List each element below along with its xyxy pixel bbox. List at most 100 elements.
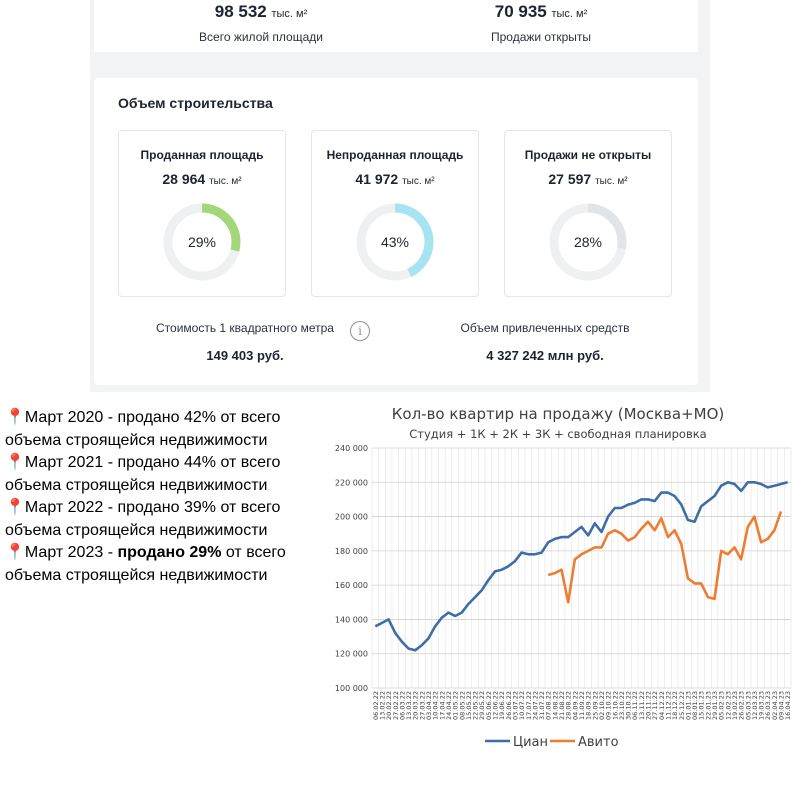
total-area-metric: 98 532 тыс. м² Всего жилой площади [144, 2, 378, 44]
x-tick-label: 27.02.22 [392, 691, 400, 720]
x-tick-label: 26.03.23 [764, 691, 772, 720]
gauge-value: 27 597 тыс. м² [548, 171, 628, 187]
x-tick-label: 01.05.22 [452, 691, 460, 720]
sales-open-metric: 70 935 тыс. м² Продажи открыты [424, 2, 658, 44]
donut-chart: 43% [356, 203, 434, 281]
price-per-sqm: Стоимость 1 квадратного метра 149 403 ру… [140, 321, 350, 363]
gauge-card-sold: Проданная площадь 28 964 тыс. м² 29% [118, 130, 286, 297]
x-tick-label: 29.05.22 [478, 691, 486, 720]
y-tick-label: 100 000 [335, 684, 368, 693]
x-tick-label: 02.04.23 [771, 691, 779, 720]
donut-chart: 28% [549, 203, 627, 281]
x-tick-label: 06.03.22 [398, 691, 406, 720]
x-tick-label: 23.10.22 [618, 691, 626, 720]
x-tick-label: 22.01.23 [704, 691, 712, 720]
x-tick-label: 05.03.23 [744, 691, 752, 720]
x-tick-label: 08.05.22 [458, 691, 466, 720]
note-item: 📍Март 2023 - продано 29% от всего объема… [5, 544, 286, 584]
x-tick-label: 14.08.22 [551, 691, 559, 720]
note-item: 📍Март 2020 - продано 42% от всего объема… [5, 409, 281, 449]
sales-open-value: 70 935 тыс. м² [494, 2, 588, 21]
gauge-percent: 43% [381, 234, 409, 250]
x-tick-label: 04.12.22 [658, 691, 666, 720]
x-tick-label: 31.07.22 [538, 691, 546, 720]
x-tick-label: 06.11.22 [631, 691, 639, 720]
x-tick-label: 19.06.22 [498, 691, 506, 720]
y-tick-label: 160 000 [335, 581, 368, 590]
gauge-card-not-open: Продажи не открыты 27 597 тыс. м² 28% [504, 130, 672, 297]
y-tick-label: 240 000 [335, 444, 368, 453]
x-tick-label: 24.07.22 [531, 691, 539, 720]
listings-line-chart: Кол-во квартир на продажу (Москва+МО) Ст… [335, 405, 792, 750]
x-tick-label: 05.02.23 [718, 691, 726, 720]
y-tick-label: 180 000 [335, 547, 368, 556]
pin-icon: 📍 [5, 544, 25, 561]
gauge-percent: 28% [574, 234, 602, 250]
x-tick-label: 11.09.22 [578, 691, 586, 720]
x-tick-label: 20.11.22 [645, 691, 653, 720]
gauge-card-unsold: Непроданная площадь 41 972 тыс. м² 43% [311, 130, 479, 297]
chart-legend: Циан Авито [485, 735, 619, 750]
x-tick-label: 16.04.23 [784, 691, 792, 720]
series-line-avito [547, 510, 783, 604]
pin-icon: 📍 [5, 499, 25, 516]
raised-funds: Объем привлеченных средств 4 327 242 млн… [430, 321, 660, 363]
x-tick-label: 05.06.22 [485, 691, 493, 720]
x-tick-label: 20.03.22 [412, 691, 420, 720]
gauge-value: 41 972 тыс. м² [355, 171, 435, 187]
sales-open-label: Продажи открыты [490, 30, 592, 44]
x-tick-label: 09.04.23 [778, 691, 786, 720]
gauge-title: Проданная площадь [140, 148, 264, 162]
x-tick-label: 25.12.22 [678, 691, 686, 720]
chart-subtitle: Студия + 1К + 2К + 3К + свободная планир… [409, 427, 706, 441]
donut-chart: 29% [163, 203, 241, 281]
price-value: 149 403 руб. [206, 348, 284, 363]
x-tick-label: 21.08.22 [558, 691, 566, 720]
section-title: Объем строительства [118, 95, 273, 111]
x-tick-label: 01.01.23 [684, 691, 692, 720]
x-tick-label: 03.04.22 [425, 691, 433, 720]
x-tick-label: 20.02.22 [385, 691, 393, 720]
x-tick-label: 18.09.22 [585, 691, 593, 720]
notes-list: 📍Март 2020 - продано 42% от всего объема… [5, 407, 325, 587]
x-tick-label: 30.10.22 [625, 691, 633, 720]
x-tick-label: 07.08.22 [545, 691, 553, 720]
note-item: 📍Март 2022 - продано 39% от всего объема… [5, 499, 281, 539]
x-axis-ticks: 06.02.2213.02.2220.02.2227.02.2206.03.22… [372, 691, 792, 720]
x-tick-label: 09.10.22 [605, 691, 613, 720]
y-tick-label: 120 000 [335, 650, 368, 659]
y-tick-label: 200 000 [335, 513, 368, 522]
price-label: Стоимость 1 квадратного метра [156, 321, 334, 335]
chart-grid [371, 447, 792, 689]
gauge-percent: 29% [188, 234, 216, 250]
pin-icon: 📍 [5, 454, 25, 471]
total-area-label: Всего жилой площади [199, 30, 323, 44]
x-tick-label: 17.04.22 [438, 691, 446, 720]
x-tick-label: 27.03.22 [418, 691, 426, 720]
chart-title: Кол-во квартир на продажу (Москва+МО) [392, 405, 724, 423]
legend-label-avito: Авито [578, 735, 619, 750]
x-tick-label: 22.05.22 [472, 691, 480, 720]
x-tick-label: 18.12.22 [671, 691, 679, 720]
x-tick-label: 12.03.23 [751, 691, 759, 720]
gauge-title: Продажи не открыты [524, 148, 652, 162]
chart-series [374, 481, 789, 652]
info-icon[interactable]: i [350, 321, 370, 341]
x-tick-label: 26.06.22 [505, 691, 513, 720]
x-tick-label: 08.01.23 [691, 691, 699, 720]
gauge-title: Непроданная площадь [326, 148, 464, 162]
x-tick-label: 15.01.23 [698, 691, 706, 720]
funds-label: Объем привлеченных средств [460, 321, 630, 335]
total-area-value: 98 532 тыс. м² [214, 2, 308, 21]
x-tick-label: 19.03.23 [758, 691, 766, 720]
x-tick-label: 10.04.22 [432, 691, 440, 720]
summary-card: 98 532 тыс. м² Всего жилой площади 70 93… [94, 0, 698, 52]
x-tick-label: 02.10.22 [598, 691, 606, 720]
x-tick-label: 06.02.22 [372, 691, 380, 720]
x-tick-label: 25.09.22 [591, 691, 599, 720]
series-line-cian [374, 481, 789, 652]
x-tick-label: 12.06.22 [492, 691, 500, 720]
x-tick-label: 13.02.22 [378, 691, 386, 720]
x-tick-label: 19.02.23 [731, 691, 739, 720]
y-tick-label: 220 000 [335, 478, 368, 487]
